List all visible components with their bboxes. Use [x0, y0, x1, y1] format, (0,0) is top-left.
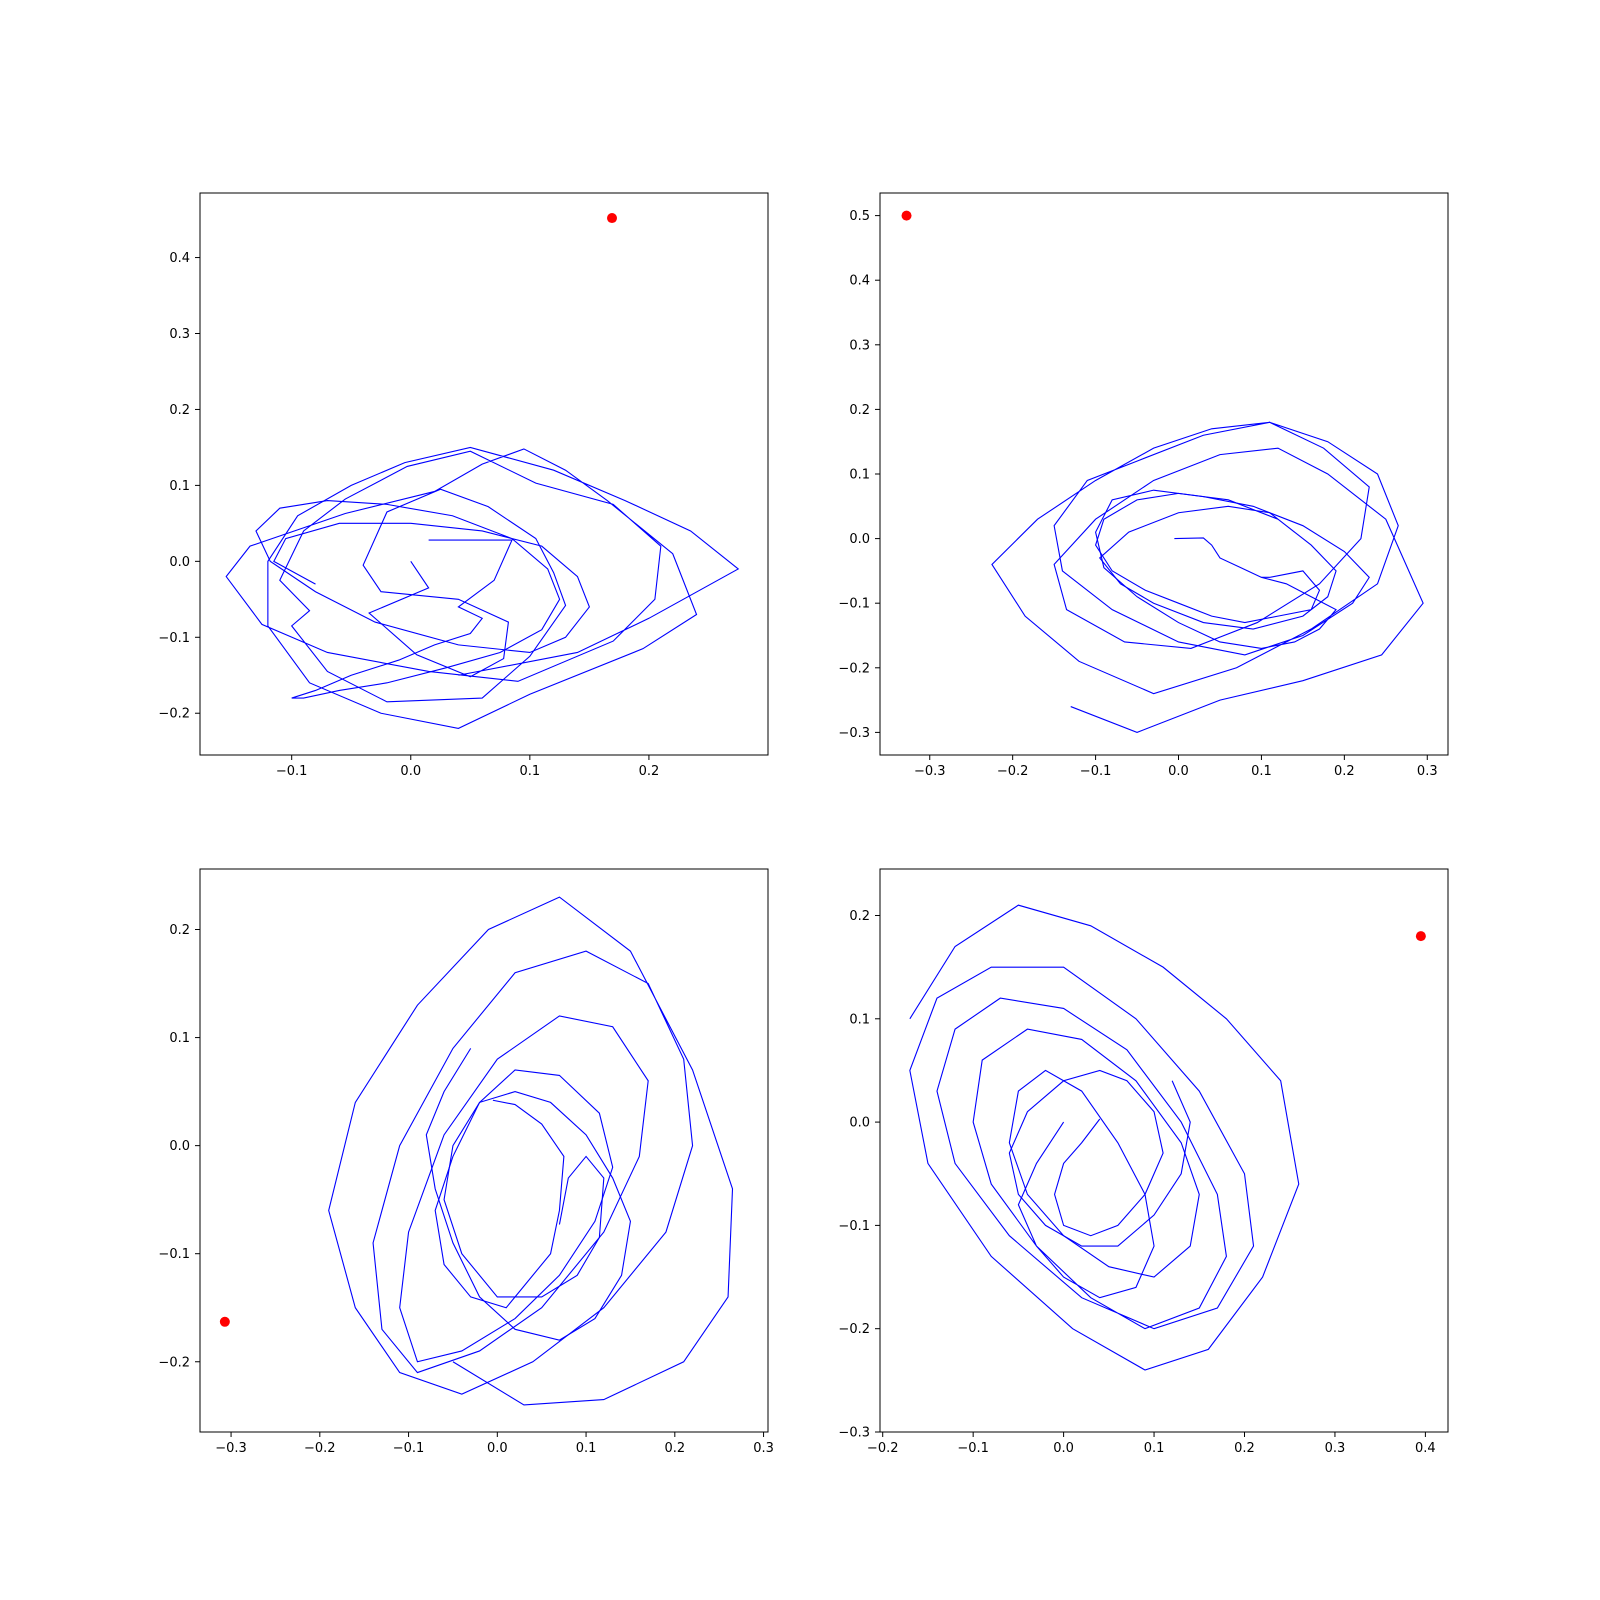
- y-tick-label: 0.2: [169, 923, 190, 938]
- y-tick-label: −0.3: [838, 1426, 870, 1441]
- y-tick-label: −0.2: [158, 707, 190, 722]
- x-tick-label: −0.2: [867, 1441, 899, 1456]
- y-tick-label: 0.1: [169, 479, 190, 494]
- plot-data: [219, 896, 734, 1406]
- y-tick-label: 0.2: [849, 403, 870, 418]
- y-tick-label: 0.2: [849, 909, 870, 924]
- x-tick-label: −0.1: [1080, 764, 1112, 779]
- x-tick-label: 0.0: [1168, 764, 1189, 779]
- plot-data: [909, 904, 1426, 1371]
- subplot-2: −0.3 −0.2 −0.1 0.0 0.1 0.2 0.3 −0.3 −0.2 −0.1 0.0 0…: [838, 192, 1449, 779]
- y-tick-label: 0.4: [169, 251, 190, 266]
- subplot-1: −0.1 0.0 0.1 0.2 −0.2 −0.1 0.0 0.1 0.2 0.3 0.4: [158, 192, 769, 779]
- x-tick-label: 0.0: [400, 764, 421, 779]
- x-tick-label: −0.1: [393, 1441, 425, 1456]
- series-line-1: [328, 896, 734, 1406]
- series-line-1: [225, 446, 740, 729]
- y-tick-label: 0.0: [849, 532, 870, 547]
- x-tick-label: 0.1: [1251, 764, 1272, 779]
- axes-frame: [879, 868, 1449, 1433]
- scatter-point: [901, 210, 912, 221]
- y-tick-label: 0.1: [169, 1031, 190, 1046]
- x-tick-label: 0.3: [1325, 1441, 1346, 1456]
- y-tick-label: −0.2: [838, 661, 870, 676]
- x-tick-label: −0.2: [997, 764, 1029, 779]
- x-tick-label: −0.1: [276, 764, 308, 779]
- y-tick-label: 0.1: [849, 1012, 870, 1027]
- plot-data: [225, 213, 740, 729]
- scatter-point: [1415, 931, 1426, 942]
- y-tick-label: 0.0: [849, 1116, 870, 1131]
- y-tick-label: 0.4: [849, 274, 870, 289]
- y-tick-label: 0.0: [169, 555, 190, 570]
- y-tick-label: −0.3: [838, 726, 870, 741]
- subplot-3: −0.3 −0.2 −0.1 0.0 0.1 0.2 0.3 −0.2 −0.1 0.0 0.1 0.…: [158, 868, 774, 1456]
- x-tick-label: 0.1: [576, 1441, 597, 1456]
- y-tick-label: 0.3: [849, 338, 870, 353]
- x-tick-label: 0.2: [639, 764, 660, 779]
- x-tick-label: −0.3: [914, 764, 946, 779]
- axes-frame: [199, 868, 769, 1433]
- x-tick-label: 0.2: [1234, 1441, 1255, 1456]
- x-tick-label: 0.1: [520, 764, 541, 779]
- x-tick-label: 0.1: [1144, 1441, 1165, 1456]
- series-line-1: [909, 904, 1300, 1371]
- y-tick-label: 0.1: [849, 468, 870, 483]
- series-line-1: [991, 421, 1424, 733]
- x-tick-label: 0.0: [487, 1441, 508, 1456]
- scatter-point: [607, 213, 618, 224]
- series-line-2: [425, 1048, 632, 1341]
- scatter-point: [219, 1316, 230, 1327]
- x-tick-label: 0.0: [1053, 1441, 1074, 1456]
- x-tick-label: −0.3: [215, 1441, 247, 1456]
- y-tick-label: −0.2: [158, 1355, 190, 1370]
- y-tick-label: −0.1: [158, 1247, 190, 1262]
- x-tick-label: 0.2: [1334, 764, 1355, 779]
- y-tick-label: 0.5: [849, 209, 870, 224]
- y-tick-label: −0.1: [838, 1219, 870, 1234]
- series-line-2: [255, 500, 591, 699]
- x-tick-label: 0.3: [1417, 764, 1438, 779]
- subplot-4: −0.2 −0.1 0.0 0.1 0.2 0.3 0.4−0.3−0.2−0.10.00.…: [838, 868, 1449, 1456]
- x-tick-label: 0.4: [1415, 1441, 1436, 1456]
- x-tick-label: −0.2: [304, 1441, 336, 1456]
- y-tick-label: −0.1: [158, 631, 190, 646]
- x-tick-label: −0.1: [957, 1441, 989, 1456]
- plot-data: [901, 210, 1424, 733]
- x-tick-label: 0.2: [664, 1441, 685, 1456]
- series-line-2: [1008, 1069, 1191, 1247]
- y-tick-label: 0.3: [169, 327, 190, 342]
- axes-frame: [879, 192, 1449, 756]
- axes-frame: [199, 192, 769, 756]
- y-tick-label: 0.0: [169, 1139, 190, 1154]
- x-tick-label: 0.3: [753, 1441, 774, 1456]
- series-line-2: [1094, 492, 1337, 630]
- y-tick-label: −0.1: [838, 597, 870, 612]
- y-tick-label: −0.2: [838, 1322, 870, 1337]
- y-tick-label: 0.2: [169, 403, 190, 418]
